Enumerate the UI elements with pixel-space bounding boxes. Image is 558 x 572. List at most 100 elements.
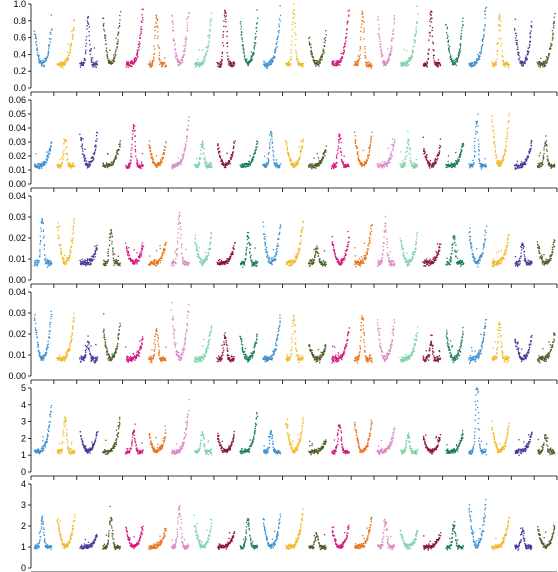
data-point — [496, 58, 498, 60]
data-point — [35, 264, 37, 266]
data-point — [530, 147, 532, 149]
data-point — [58, 225, 61, 227]
data-point — [273, 55, 275, 57]
data-point — [86, 20, 88, 22]
data-point — [139, 34, 141, 37]
data-point — [526, 58, 529, 60]
data-point — [292, 166, 294, 169]
data-point — [378, 35, 380, 37]
series-segment-2 — [56, 19, 76, 69]
data-point — [438, 62, 440, 64]
data-point — [137, 255, 140, 257]
data-point — [273, 259, 275, 261]
data-point — [130, 153, 132, 155]
data-point — [65, 260, 68, 262]
data-point — [411, 163, 413, 166]
data-point — [461, 27, 463, 29]
data-point — [263, 237, 265, 240]
data-point — [498, 24, 500, 26]
data-point — [241, 260, 243, 262]
data-point — [82, 262, 85, 264]
data-point — [528, 149, 531, 151]
data-point — [382, 61, 384, 63]
data-point — [408, 59, 410, 61]
data-point — [178, 222, 180, 224]
data-point — [359, 46, 361, 48]
data-point — [203, 57, 206, 59]
data-point — [208, 37, 210, 39]
data-point — [348, 14, 350, 16]
data-point — [171, 165, 174, 167]
data-point — [46, 57, 48, 60]
data-point — [88, 163, 90, 165]
data-point — [180, 234, 183, 236]
data-point — [247, 63, 250, 65]
data-point — [105, 166, 107, 168]
data-point — [244, 55, 246, 57]
data-point — [126, 64, 128, 66]
data-point — [296, 58, 298, 60]
data-point — [482, 43, 484, 46]
data-point — [495, 60, 497, 62]
data-point — [206, 165, 209, 167]
data-point — [414, 164, 417, 166]
data-point — [392, 147, 394, 149]
y-tick-label: 0.02 — [8, 233, 26, 243]
data-point — [249, 248, 251, 250]
data-point — [103, 22, 105, 25]
data-point — [407, 64, 410, 66]
data-point — [96, 247, 98, 250]
data-point — [455, 163, 457, 166]
data-point — [402, 160, 404, 162]
data-point — [65, 262, 67, 265]
data-point — [46, 159, 48, 161]
data-point — [202, 59, 205, 61]
data-point — [499, 29, 501, 31]
data-point — [484, 7, 487, 9]
data-point — [183, 260, 185, 262]
data-point — [254, 152, 256, 154]
data-point — [426, 60, 428, 63]
data-point — [453, 164, 455, 166]
data-point — [119, 19, 121, 21]
data-point — [163, 152, 166, 154]
data-point — [115, 260, 117, 262]
data-point — [291, 162, 293, 165]
data-point — [325, 34, 327, 36]
data-point — [431, 17, 433, 20]
data-point — [64, 59, 66, 61]
data-point — [429, 12, 431, 14]
data-point — [159, 247, 161, 250]
data-point — [363, 162, 366, 164]
data-point — [243, 165, 245, 167]
data-point — [339, 134, 341, 136]
data-point — [83, 156, 85, 159]
data-point — [58, 243, 60, 246]
data-point — [268, 62, 270, 64]
data-point — [39, 235, 41, 237]
data-point — [456, 57, 458, 60]
data-point — [359, 161, 362, 164]
data-point — [102, 17, 104, 19]
data-point — [104, 35, 106, 37]
data-point — [94, 64, 96, 66]
series-segment-7 — [171, 12, 190, 67]
data-point — [365, 63, 368, 65]
data-point — [197, 253, 200, 255]
data-point — [109, 163, 111, 165]
data-point — [113, 264, 115, 267]
series-segment-3 — [79, 15, 98, 68]
data-point — [537, 65, 540, 67]
data-point — [197, 63, 199, 66]
data-point — [429, 160, 432, 162]
data-point — [186, 135, 189, 137]
data-point — [515, 37, 517, 39]
data-point — [89, 261, 91, 264]
data-point — [47, 153, 49, 155]
data-point — [210, 167, 212, 169]
data-point — [82, 150, 84, 152]
data-point — [134, 59, 136, 61]
data-point — [462, 17, 464, 19]
data-point — [91, 157, 94, 159]
data-point — [210, 241, 212, 243]
